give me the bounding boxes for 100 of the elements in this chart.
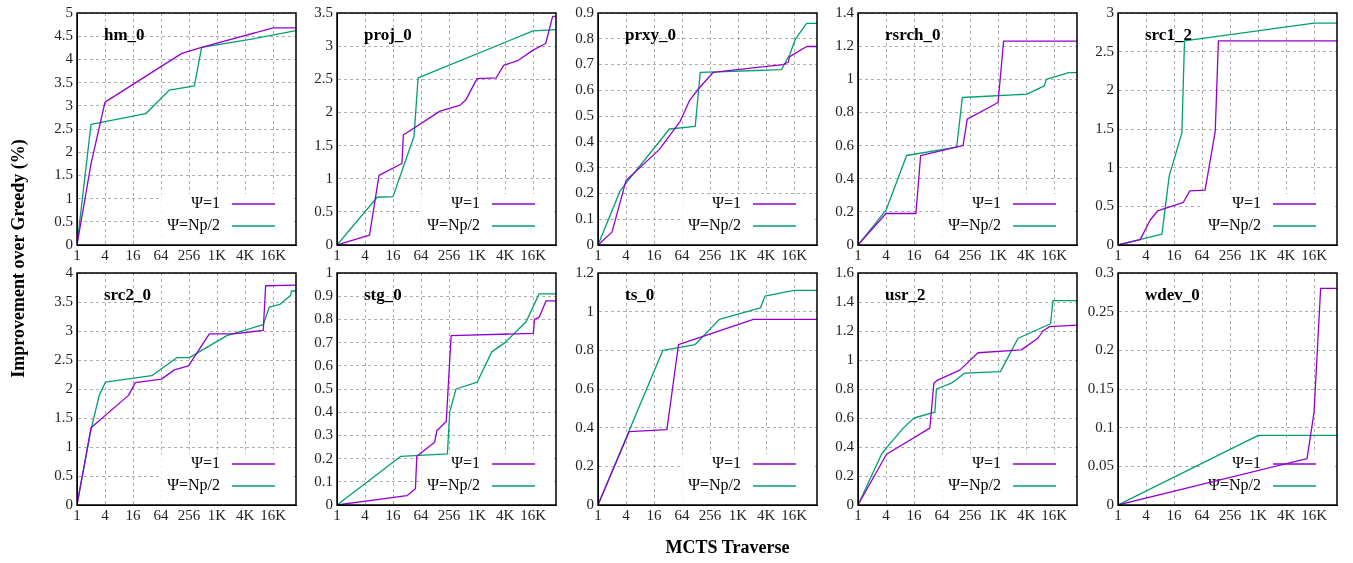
y-tick-label: 0.8: [574, 29, 594, 46]
y-tick-label: 0.8: [314, 310, 334, 327]
y-tick-label: 0.4: [835, 437, 855, 454]
y-tick-label: 0: [65, 235, 73, 252]
y-tick-label: 0.2: [574, 457, 594, 474]
y-tick-label: 2: [325, 103, 334, 120]
legend-label: Ψ=1: [191, 194, 220, 212]
y-tick-label: 2.5: [314, 70, 334, 87]
legend-label: Ψ=1: [1232, 194, 1262, 212]
y-tick-label: 1: [325, 169, 334, 186]
x-tick-label: 4K: [1016, 506, 1036, 523]
text: ts_0: [624, 285, 654, 304]
y-tick-label: 2: [1106, 81, 1115, 98]
x-tick-label: 4K: [496, 506, 515, 523]
y-tick-label: 2: [65, 143, 73, 160]
y-tick-label: 0.6: [835, 136, 855, 153]
x-tick-label: 16K: [780, 506, 807, 523]
x-tick-label: 64: [413, 506, 430, 523]
y-tick-label: 1.4: [835, 292, 855, 309]
x-tick-label: 1K: [207, 246, 227, 263]
legend-label: Ψ=Np/2: [948, 476, 1001, 495]
y-tick-label: 0.9: [574, 3, 594, 20]
x-tick-label: 256: [438, 506, 462, 523]
legend-label: Ψ=Np/2: [948, 216, 1001, 235]
y-tick-label: 3.5: [314, 3, 334, 20]
x-tick-label: 16K: [520, 246, 547, 263]
y-tick-label: 3: [1106, 3, 1115, 20]
y-tick-label: 0.5: [54, 466, 73, 483]
y-tick-label: 0.15: [1087, 379, 1115, 396]
y-tick-label: 4: [65, 50, 74, 67]
x-tick-label: 4: [1142, 246, 1151, 263]
y-tick-label: 1: [325, 263, 334, 280]
y-tick-label: 0: [846, 495, 854, 512]
x-tick-label: 16K: [260, 246, 287, 263]
y-tick-label: 1.2: [835, 321, 854, 338]
text: hm_0: [104, 25, 145, 44]
x-tick-label: 4: [882, 246, 891, 263]
x-tick-label: 256: [958, 246, 982, 263]
y-tick-label: 2.5: [1095, 42, 1115, 59]
x-tick-label: 64: [1194, 246, 1211, 263]
text: prxy_0: [624, 25, 676, 44]
x-tick-label: 1K: [1249, 246, 1268, 263]
text: wdev_0: [1145, 285, 1200, 304]
y-tick-label: 1: [1106, 158, 1115, 175]
x-tick-label: 4: [101, 246, 110, 263]
y-tick-label: 0: [65, 495, 73, 512]
x-tick-label: 16K: [780, 246, 807, 263]
x-tick-label: 1K: [468, 506, 487, 523]
legend-label: Ψ=Np/2: [167, 216, 220, 235]
x-tick-label: 64: [153, 506, 170, 523]
legend-label: Ψ=Np/2: [1208, 476, 1262, 495]
y-tick-label: 0.3: [574, 158, 594, 175]
x-tick-label: 256: [438, 246, 462, 263]
y-tick-label: 3: [65, 96, 73, 113]
y-tick-label: 1.5: [54, 166, 73, 183]
legend-label: Ψ=1: [191, 454, 220, 472]
y-tick-label: 0.3: [314, 426, 334, 443]
y-tick-label: 1.4: [835, 3, 855, 20]
legend-label: Ψ=Np/2: [167, 476, 220, 495]
x-tick-label: 4K: [1277, 506, 1296, 523]
text: src1_2: [1145, 25, 1193, 44]
x-tick-label: 16: [125, 506, 142, 523]
y-tick-label: 2.5: [54, 350, 73, 367]
x-tick-label: 16K: [1301, 246, 1328, 263]
x-tick-label: 1K: [988, 246, 1008, 263]
y-tick-label: 0.6: [574, 81, 595, 98]
y-tick-label: 0.2: [314, 449, 334, 466]
x-tick-label: 4: [101, 506, 110, 523]
x-tick-label: 16K: [1041, 506, 1068, 523]
y-axis-title: Improvement over Greedy (%): [7, 138, 29, 378]
x-tick-label: 1K: [988, 506, 1008, 523]
x-tick-label: 4: [361, 246, 370, 263]
x-tick-label: 4K: [235, 506, 255, 523]
y-tick-label: 3: [65, 321, 73, 338]
y-tick-label: 1: [846, 70, 854, 87]
x-tick-label: 1K: [728, 506, 747, 523]
y-tick-label: 2.5: [54, 119, 73, 136]
y-tick-label: 0.4: [835, 169, 855, 186]
x-tick-label: 64: [674, 246, 690, 263]
x-axis-title: MCTS Traverse: [665, 537, 790, 558]
x-tick-label: 64: [1194, 506, 1211, 523]
y-tick-label: 1.2: [835, 37, 854, 54]
y-tick-label: 1: [586, 302, 594, 319]
legend-label: Ψ=1: [972, 194, 1001, 212]
x-tick-label: 256: [698, 246, 722, 263]
y-tick-label: 1.5: [1095, 119, 1115, 136]
x-tick-label: 4K: [756, 506, 775, 523]
y-tick-label: 0: [846, 235, 854, 252]
text: proj_0: [364, 25, 413, 44]
x-tick-label: 4: [361, 506, 370, 523]
x-tick-label: 64: [674, 506, 690, 523]
x-tick-label: 16: [385, 246, 402, 263]
legend-label: Ψ=Np/2: [687, 476, 741, 495]
y-tick-label: 0.2: [835, 466, 854, 483]
x-tick-label: 4K: [756, 246, 775, 263]
x-tick-label: 256: [177, 506, 201, 523]
x-tick-label: 16: [1166, 246, 1183, 263]
y-tick-label: 4.5: [54, 27, 73, 44]
x-tick-label: 4: [882, 506, 891, 523]
legend-label: Ψ=Np/2: [427, 216, 481, 235]
